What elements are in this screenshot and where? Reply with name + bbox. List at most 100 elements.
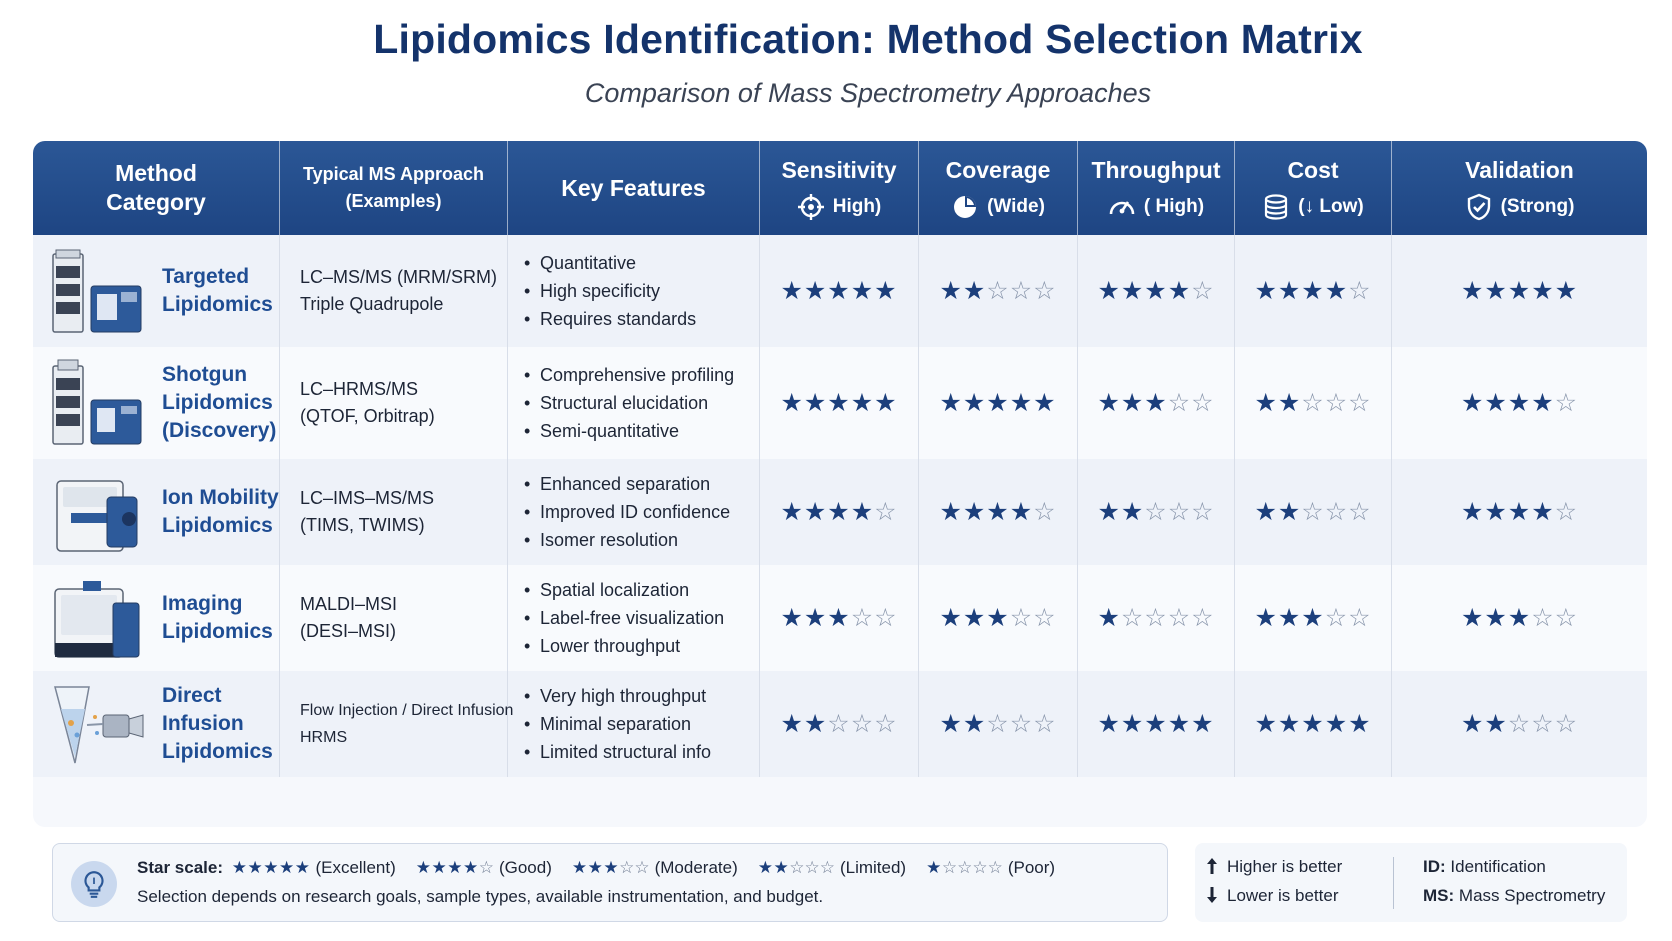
validation-rating: ★ ★ ★ ★ ☆ bbox=[1392, 347, 1647, 459]
star-filled-icon: ★ bbox=[1277, 710, 1302, 738]
arrow-down-icon bbox=[1207, 887, 1217, 903]
star-filled-icon: ★ bbox=[1120, 389, 1145, 417]
star-empty-icon: ☆ bbox=[1348, 604, 1372, 632]
star-filled-icon: ★ bbox=[1097, 277, 1121, 305]
star-filled-icon: ★ bbox=[986, 389, 1010, 417]
legend-empty-stars-icon: ☆☆☆ bbox=[789, 858, 835, 877]
star-filled-icon: ★ bbox=[1301, 277, 1325, 305]
sensitivity-rating: ★ ★ ★ ★ ★ bbox=[760, 235, 919, 347]
star-filled-icon: ★ bbox=[1144, 277, 1168, 305]
coverage-rating: ★ ★ ★ ★ ★ bbox=[919, 347, 1078, 459]
legend-level-text: (Limited) bbox=[839, 858, 907, 877]
star-filled-icon: ★ bbox=[939, 277, 963, 305]
sensitivity-rating: ★ ★ ★ ☆ ☆ bbox=[760, 565, 919, 671]
star-filled-icon: ★ bbox=[780, 389, 804, 417]
star-filled-icon: ★ bbox=[780, 604, 804, 632]
star-empty-icon: ☆ bbox=[1348, 498, 1372, 526]
features-cell: Spatial localizationLabel-free visualiza… bbox=[508, 565, 760, 671]
star-empty-icon: ☆ bbox=[1554, 604, 1579, 632]
star-filled-icon: ★ bbox=[1554, 277, 1579, 305]
sensitivity-rating: ★ ★ ☆ ☆ ☆ bbox=[760, 671, 919, 777]
star-filled-icon: ★ bbox=[1460, 710, 1485, 738]
star-empty-icon: ☆ bbox=[986, 710, 1010, 738]
col-method-label: Method Category bbox=[106, 160, 206, 215]
validation-rating: ★ ★ ★ ★ ★ bbox=[1392, 235, 1647, 347]
star-filled-icon: ★ bbox=[803, 710, 828, 738]
legend-level-text: (Moderate) bbox=[654, 858, 738, 877]
star-empty-icon: ☆ bbox=[1324, 604, 1349, 632]
star-filled-icon: ★ bbox=[1120, 277, 1145, 305]
star-empty-icon: ☆ bbox=[1144, 604, 1168, 632]
star-filled-icon: ★ bbox=[850, 498, 875, 526]
star-filled-icon: ★ bbox=[1277, 277, 1302, 305]
star-filled-icon: ★ bbox=[1484, 498, 1508, 526]
star-filled-icon: ★ bbox=[986, 498, 1010, 526]
direct-infusion-tube-icon bbox=[47, 679, 147, 769]
star-filled-icon: ★ bbox=[1009, 389, 1034, 417]
star-scale-label: Star scale: bbox=[137, 858, 223, 877]
table-header: Method Category Typical MS Approach (Exa… bbox=[33, 141, 1647, 235]
star-filled-icon: ★ bbox=[780, 498, 804, 526]
legend-level: ★★★★★ (Excellent) bbox=[232, 858, 396, 877]
star-filled-icon: ★ bbox=[1484, 277, 1508, 305]
star-filled-icon: ★ bbox=[962, 710, 987, 738]
star-filled-icon: ★ bbox=[1460, 604, 1485, 632]
star-filled-icon: ★ bbox=[803, 389, 828, 417]
star-empty-icon: ☆ bbox=[1167, 604, 1192, 632]
legend-empty-stars-icon: ☆☆ bbox=[619, 858, 650, 877]
coverage-rating: ★ ★ ★ ☆ ☆ bbox=[919, 565, 1078, 671]
approach-cell: MALDI–MSI (DESI–MSI) bbox=[280, 565, 508, 671]
col-coverage-label: Coverage bbox=[945, 156, 1051, 183]
pie-chart-icon bbox=[954, 195, 977, 218]
col-approach: Typical MS Approach (Examples) bbox=[280, 141, 508, 235]
col-validation-note: (Strong) bbox=[1500, 195, 1575, 217]
star-filled-icon: ★ bbox=[1277, 604, 1302, 632]
star-filled-icon: ★ bbox=[1507, 277, 1532, 305]
col-cost-label: Cost bbox=[1287, 156, 1339, 183]
star-empty-icon: ☆ bbox=[1033, 710, 1057, 738]
star-empty-icon: ☆ bbox=[1301, 498, 1325, 526]
approach-line: Triple Quadrupole bbox=[300, 294, 444, 314]
star-filled-icon: ★ bbox=[803, 498, 828, 526]
feature-item: Requires standards bbox=[524, 305, 696, 333]
cost-rating: ★ ★ ☆ ☆ ☆ bbox=[1235, 459, 1392, 565]
approach-line: MALDI–MSI bbox=[300, 594, 398, 614]
feature-item: Isomer resolution bbox=[524, 526, 730, 554]
star-filled-icon: ★ bbox=[1277, 389, 1302, 417]
star-empty-icon: ☆ bbox=[1554, 389, 1579, 417]
page-title: Lipidomics Identification: Method Select… bbox=[373, 16, 1363, 62]
lc-ms-instrument-icon bbox=[47, 246, 147, 336]
star-empty-icon: ☆ bbox=[1324, 389, 1349, 417]
star-filled-icon: ★ bbox=[1254, 389, 1278, 417]
table-row: Ion Mobility Lipidomics LC–IMS–MS/MS (TIMS… bbox=[33, 459, 1647, 565]
features-cell: Comprehensive profilingStructural elucid… bbox=[508, 347, 760, 459]
approach-cell: LC–HRMS/MS (QTOF, Orbitrap) bbox=[280, 347, 508, 459]
feature-item: Enhanced separation bbox=[524, 470, 730, 498]
star-empty-icon: ☆ bbox=[1348, 389, 1372, 417]
validation-rating: ★ ★ ★ ★ ☆ bbox=[1392, 459, 1647, 565]
approach-cell: LC–MS/MS (MRM/SRM) Triple Quadrupole bbox=[280, 235, 508, 347]
star-filled-icon: ★ bbox=[874, 389, 898, 417]
star-scale-row: Star scale: ★★★★★ (Excellent) ★★★★☆ (Good) ★… bbox=[137, 858, 1055, 878]
table-row: Direct Infusion Lipidomics Flow Injection… bbox=[33, 671, 1647, 777]
validation-rating: ★ ★ ★ ☆ ☆ bbox=[1392, 565, 1647, 671]
star-empty-icon: ☆ bbox=[1009, 710, 1034, 738]
col-validation: Validation (Strong) bbox=[1392, 141, 1647, 235]
star-empty-icon: ☆ bbox=[874, 710, 898, 738]
coverage-rating: ★ ★ ☆ ☆ ☆ bbox=[919, 235, 1078, 347]
feature-item: Comprehensive profiling bbox=[524, 361, 734, 389]
star-filled-icon: ★ bbox=[780, 710, 804, 738]
star-empty-icon: ☆ bbox=[1167, 389, 1192, 417]
table-row: Shotgun Lipidomics (Discovery) LC–HRMS/MS… bbox=[33, 347, 1647, 459]
sensitivity-rating: ★ ★ ★ ★ ★ bbox=[760, 347, 919, 459]
method-name: Direct Infusion Lipidomics bbox=[162, 684, 273, 763]
legend-level-text: (Good) bbox=[498, 858, 552, 877]
star-empty-icon: ☆ bbox=[1324, 498, 1349, 526]
col-validation-label: Validation bbox=[1465, 156, 1574, 183]
star-filled-icon: ★ bbox=[827, 277, 851, 305]
col-coverage: Coverage (Wide) bbox=[919, 141, 1078, 235]
col-features-label: Key Features bbox=[561, 174, 706, 201]
star-filled-icon: ★ bbox=[1120, 710, 1145, 738]
legend-level: ★★★★☆ (Good) bbox=[416, 858, 552, 877]
star-empty-icon: ☆ bbox=[850, 604, 875, 632]
